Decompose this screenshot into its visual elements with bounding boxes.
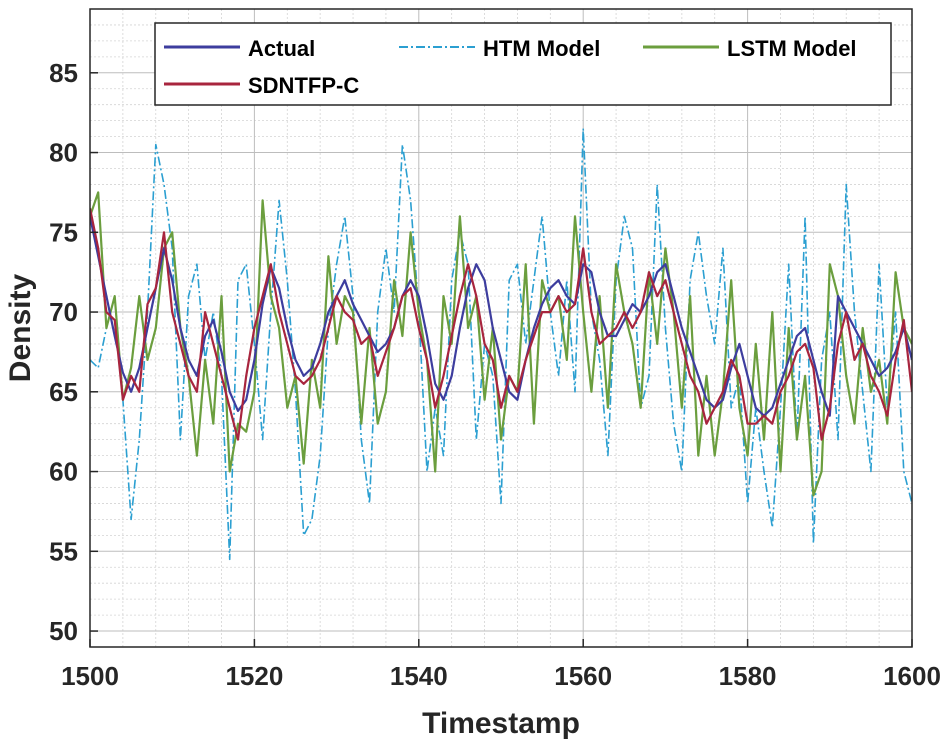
y-axis: 50 55 60 65 70 75 80 85: [49, 58, 98, 646]
y-tick-label: 65: [49, 377, 78, 407]
y-axis-label: Density: [4, 274, 37, 383]
x-tick-label: 1520: [225, 661, 283, 691]
series-line-lstm-model: [90, 191, 912, 497]
x-axis-label: Timestamp: [422, 707, 580, 740]
x-tick-label: 1500: [61, 661, 119, 691]
series-line-sdntfp-c: [90, 208, 912, 441]
series-layer: [90, 127, 912, 561]
legend-label-actual: Actual: [248, 36, 315, 61]
legend-label-sdntfp: SDNTFP-C: [248, 73, 359, 98]
x-tick-label: 1600: [883, 661, 941, 691]
series-line-actual: [90, 216, 912, 417]
legend: Actual HTM Model LSTM Model SDNTFP-C: [154, 22, 892, 106]
y-tick-label: 75: [49, 217, 78, 247]
x-axis: 1500 1520 1540 1560 1580 1600: [61, 639, 941, 691]
y-tick-label: 55: [49, 536, 78, 566]
legend-label-htm: HTM Model: [483, 36, 600, 61]
series-line-htm-model: [90, 127, 912, 561]
y-tick-label: 85: [49, 58, 78, 88]
plot-frame: [89, 8, 913, 648]
x-tick-label: 1580: [719, 661, 777, 691]
x-tick-label: 1540: [390, 661, 448, 691]
legend-label-lstm: LSTM Model: [727, 36, 857, 61]
legend-box: [154, 22, 892, 106]
x-tick-label: 1560: [554, 661, 612, 691]
y-tick-label: 50: [49, 616, 78, 646]
y-tick-label: 60: [49, 457, 78, 487]
y-tick-label: 80: [49, 138, 78, 168]
y-tick-label: 70: [49, 297, 78, 327]
